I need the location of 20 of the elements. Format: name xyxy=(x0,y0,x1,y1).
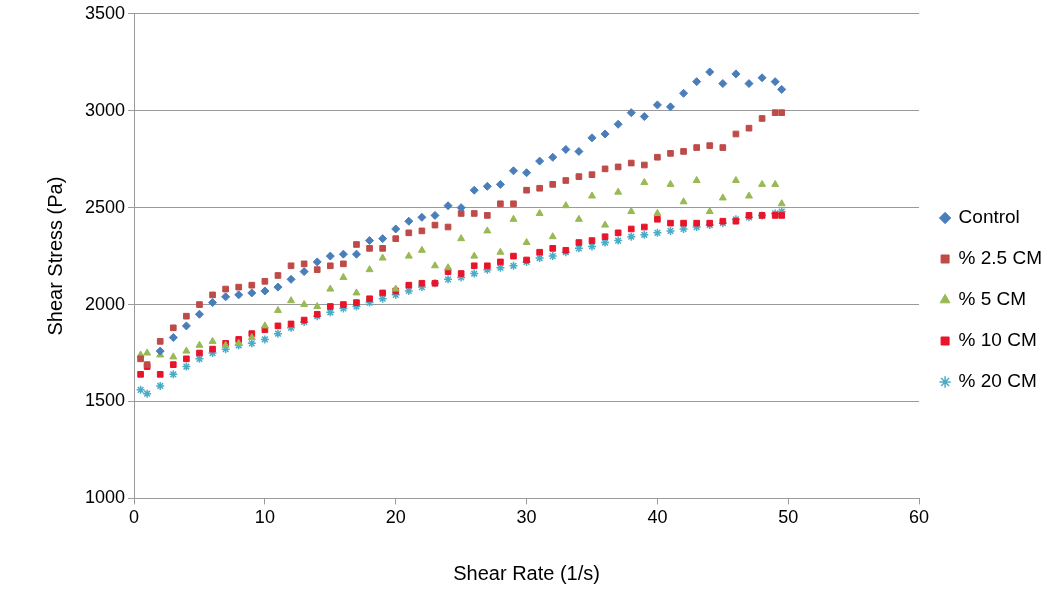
y-tick-label: 2000 xyxy=(85,293,126,314)
x-tick-label: 0 xyxy=(129,507,140,528)
y-tick-label: 1500 xyxy=(85,390,126,411)
x-tick-label: 40 xyxy=(647,507,668,528)
x-tick-label: 20 xyxy=(385,507,406,528)
x-tick-label: 10 xyxy=(254,507,275,528)
y-tick-label: 2500 xyxy=(85,196,126,217)
legend-label: % 2.5 CM xyxy=(958,247,1043,269)
legend-label: % 20 CM xyxy=(958,370,1037,392)
y-tick-label: 1000 xyxy=(85,487,126,508)
x-tick-label: 30 xyxy=(516,507,537,528)
legend-label: Control xyxy=(958,206,1020,228)
x-tick-label: 60 xyxy=(909,507,930,528)
y-tick-label: 3500 xyxy=(85,2,126,23)
y-axis-title: Shear Stress (Pa) xyxy=(43,176,66,336)
legend-label: % 5 CM xyxy=(958,288,1027,310)
y-tick-label: 3000 xyxy=(85,99,126,120)
x-axis-title: Shear Rate (1/s) xyxy=(453,561,600,584)
legend-label: % 10 CM xyxy=(958,329,1037,351)
x-tick-label: 50 xyxy=(778,507,799,528)
